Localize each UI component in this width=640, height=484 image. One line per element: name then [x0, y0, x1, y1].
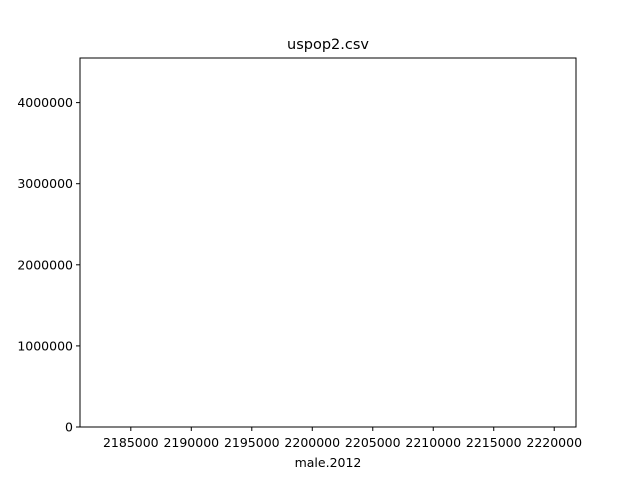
plot-area — [80, 58, 576, 427]
x-tick-label: 2205000 — [345, 435, 401, 450]
chart-title: uspop2.csv — [287, 37, 369, 53]
y-tick-label: 1000000 — [17, 338, 73, 353]
x-tick-label: 2195000 — [224, 435, 280, 450]
y-tick-label: 4000000 — [17, 95, 73, 110]
y-tick-label: 3000000 — [17, 176, 73, 191]
x-tick-label: 2210000 — [405, 435, 461, 450]
y-tick-label: 2000000 — [17, 257, 73, 272]
x-axis-label: male.2012 — [295, 455, 362, 470]
x-axis-ticks: 2185000 2190000 2195000 2200000 2205000 22100… — [103, 427, 582, 450]
y-tick-label: 0 — [65, 420, 73, 435]
x-tick-label: 2185000 — [103, 435, 159, 450]
y-axis-ticks: 0 1000000 2000000 3000000 4000000 — [17, 95, 80, 435]
plot-frame — [79, 57, 577, 428]
x-tick-label: 2215000 — [466, 435, 522, 450]
x-tick-label: 2200000 — [284, 435, 340, 450]
x-tick-label: 2190000 — [163, 435, 219, 450]
x-tick-label: 2220000 — [526, 435, 582, 450]
